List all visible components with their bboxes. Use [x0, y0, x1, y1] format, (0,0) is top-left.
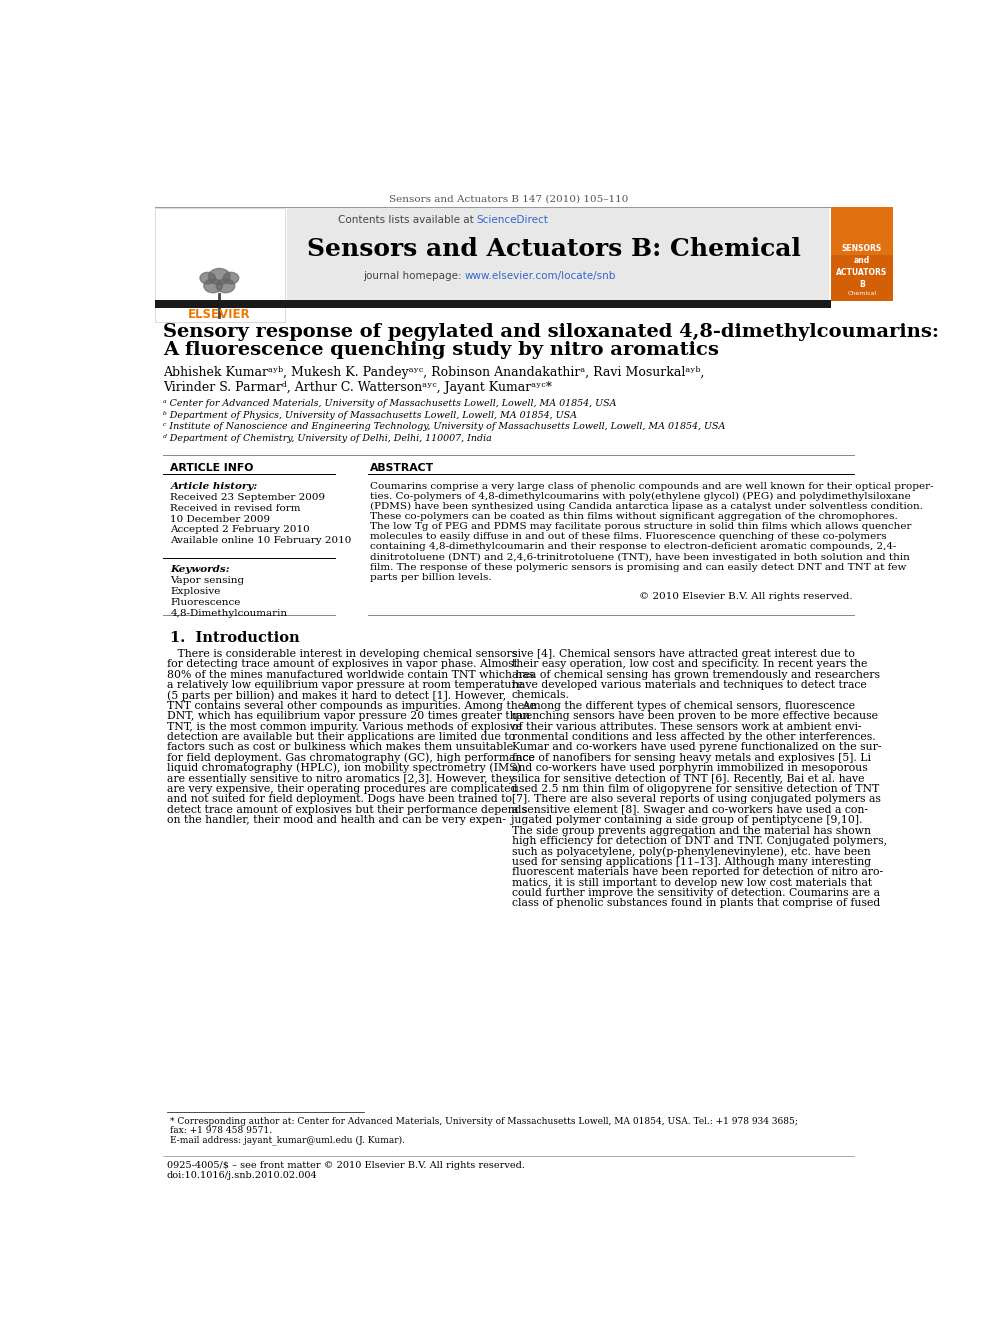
Text: 10 December 2009: 10 December 2009: [171, 515, 271, 524]
Text: A fluorescence quenching study by nitro aromatics: A fluorescence quenching study by nitro …: [163, 341, 718, 359]
Text: ᵈ Department of Chemistry, University of Delhi, Delhi, 110007, India: ᵈ Department of Chemistry, University of…: [163, 434, 491, 443]
Text: such as polyacetylene, poly(p-phenylenevinylene), etc. have been: such as polyacetylene, poly(p-phenylenev…: [512, 847, 870, 857]
Text: Sensors and Actuators B 147 (2010) 105–110: Sensors and Actuators B 147 (2010) 105–1…: [389, 194, 628, 204]
Text: Chemical: Chemical: [847, 291, 876, 296]
Ellipse shape: [216, 279, 235, 292]
Text: and not suited for field deployment. Dogs have been trained to: and not suited for field deployment. Dog…: [167, 794, 512, 804]
Text: detect trace amount of explosives but their performance depends: detect trace amount of explosives but th…: [167, 804, 527, 815]
Text: a sensitive element [8]. Swager and co-workers have used a con-: a sensitive element [8]. Swager and co-w…: [512, 804, 867, 815]
Text: containing 4,8-dimethylcoumarin and their response to electron-deficient aromati: containing 4,8-dimethylcoumarin and thei…: [370, 542, 897, 552]
Text: face of nanofibers for sensing heavy metals and explosives [5]. Li: face of nanofibers for sensing heavy met…: [512, 753, 871, 763]
Text: ScienceDirect: ScienceDirect: [476, 214, 549, 225]
Text: jugated polymer containing a side group of pentiptycene [9,10].: jugated polymer containing a side group …: [512, 815, 863, 826]
Text: (5 parts per billion) and makes it hard to detect [1]. However,: (5 parts per billion) and makes it hard …: [167, 691, 506, 701]
Text: a relatively low equilibrium vapor pressure at room temperature: a relatively low equilibrium vapor press…: [167, 680, 523, 691]
Text: their easy operation, low cost and specificity. In recent years the: their easy operation, low cost and speci…: [512, 659, 867, 669]
Text: TNT, is the most common impurity. Various methods of explosive: TNT, is the most common impurity. Variou…: [167, 721, 522, 732]
Text: Accepted 2 February 2010: Accepted 2 February 2010: [171, 525, 310, 534]
Bar: [831, 255, 893, 302]
Bar: [155, 208, 286, 321]
Ellipse shape: [200, 273, 215, 284]
Text: chemicals.: chemicals.: [512, 691, 569, 700]
Text: are very expensive, their operating procedures are complicated: are very expensive, their operating proc…: [167, 785, 517, 794]
Text: factors such as cost or bulkiness which makes them unsuitable: factors such as cost or bulkiness which …: [167, 742, 513, 753]
Text: ᵇ Department of Physics, University of Massachusetts Lowell, Lowell, MA 01854, U: ᵇ Department of Physics, University of M…: [163, 410, 576, 419]
Text: used for sensing applications [11–13]. Although many interesting: used for sensing applications [11–13]. A…: [512, 857, 871, 867]
Text: Among the different types of chemical sensors, fluorescence: Among the different types of chemical se…: [512, 701, 854, 710]
Text: 1.  Introduction: 1. Introduction: [171, 631, 301, 644]
Text: Vapor sensing: Vapor sensing: [171, 577, 245, 585]
Text: Article history:: Article history:: [171, 482, 258, 491]
Ellipse shape: [203, 279, 222, 292]
Text: 0925-4005/$ – see front matter © 2010 Elsevier B.V. All rights reserved.: 0925-4005/$ – see front matter © 2010 El…: [167, 1162, 525, 1171]
Text: ᵃ Center for Advanced Materials, University of Massachusetts Lowell, Lowell, MA : ᵃ Center for Advanced Materials, Univers…: [163, 400, 616, 407]
Text: detection are available but their applications are limited due to: detection are available but their applic…: [167, 732, 515, 742]
Text: These co-polymers can be coated as thin films without significant aggregation of: These co-polymers can be coated as thin …: [370, 512, 898, 521]
Text: www.elsevier.com/locate/snb: www.elsevier.com/locate/snb: [465, 271, 616, 280]
Text: area of chemical sensing has grown tremendously and researchers: area of chemical sensing has grown treme…: [512, 669, 880, 680]
Text: (PDMS) have been synthesized using Candida antarctica lipase as a catalyst under: (PDMS) have been synthesized using Candi…: [370, 501, 924, 511]
Text: Received 23 September 2009: Received 23 September 2009: [171, 493, 325, 501]
Text: Abhishek Kumarᵃʸᵇ, Mukesh K. Pandeyᵃʸᶜ, Robinson Anandakathirᵃ, Ravi Mosurkalᵃʸᵇ: Abhishek Kumarᵃʸᵇ, Mukesh K. Pandeyᵃʸᶜ, …: [163, 366, 704, 380]
Text: ties. Co-polymers of 4,8-dimethylcoumarins with poly(ethylene glycol) (PEG) and : ties. Co-polymers of 4,8-dimethylcoumari…: [370, 492, 912, 500]
Text: quenching sensors have been proven to be more effective because: quenching sensors have been proven to be…: [512, 712, 878, 721]
Text: ronmental conditions and less affected by the other interferences.: ronmental conditions and less affected b…: [512, 732, 875, 742]
Text: are essentially sensitive to nitro aromatics [2,3]. However, they: are essentially sensitive to nitro aroma…: [167, 774, 515, 783]
Text: SENSORS
and
ACTUATORS
B: SENSORS and ACTUATORS B: [836, 245, 888, 288]
Text: Explosive: Explosive: [171, 587, 221, 595]
Text: used 2.5 nm thin film of oligopyrene for sensitive detection of TNT: used 2.5 nm thin film of oligopyrene for…: [512, 785, 879, 794]
Text: liquid chromatography (HPLC), ion mobility spectrometry (IMS): liquid chromatography (HPLC), ion mobili…: [167, 763, 521, 774]
Text: for field deployment. Gas chromatography (GC), high performance: for field deployment. Gas chromatography…: [167, 753, 535, 763]
Text: DNT, which has equilibrium vapor pressure 20 times greater than: DNT, which has equilibrium vapor pressur…: [167, 712, 530, 721]
Text: Sensors and Actuators B: Chemical: Sensors and Actuators B: Chemical: [308, 237, 802, 261]
Text: The low Tg of PEG and PDMS may facilitate porous structure in solid thin films w: The low Tg of PEG and PDMS may facilitat…: [370, 523, 912, 531]
Text: * Corresponding author at: Center for Advanced Materials, University of Massachu: * Corresponding author at: Center for Ad…: [171, 1117, 799, 1126]
Text: fax: +1 978 458 9571.: fax: +1 978 458 9571.: [171, 1126, 273, 1135]
Text: class of phenolic substances found in plants that comprise of fused: class of phenolic substances found in pl…: [512, 898, 880, 909]
Text: The side group prevents aggregation and the material has shown: The side group prevents aggregation and …: [512, 826, 871, 836]
Bar: [287, 208, 829, 302]
Text: Kumar and co-workers have used pyrene functionalized on the sur-: Kumar and co-workers have used pyrene fu…: [512, 742, 881, 753]
Text: for detecting trace amount of explosives in vapor phase. Almost: for detecting trace amount of explosives…: [167, 659, 518, 669]
Bar: [831, 208, 893, 302]
Text: ᶜ Institute of Nanoscience and Engineering Technology, University of Massachuset: ᶜ Institute of Nanoscience and Engineeri…: [163, 422, 725, 431]
Text: on the handler, their mood and health and can be very expen-: on the handler, their mood and health an…: [167, 815, 506, 826]
Text: fluorescent materials have been reported for detection of nitro aro-: fluorescent materials have been reported…: [512, 867, 883, 877]
Text: parts per billion levels.: parts per billion levels.: [370, 573, 492, 582]
Text: film. The response of these polymeric sensors is promising and can easily detect: film. The response of these polymeric se…: [370, 562, 907, 572]
Text: [7]. There are also several reports of using conjugated polymers as: [7]. There are also several reports of u…: [512, 794, 880, 804]
Text: doi:10.1016/j.snb.2010.02.004: doi:10.1016/j.snb.2010.02.004: [167, 1171, 317, 1180]
Text: Sensory response of pegylated and siloxanated 4,8-dimethylcoumarins:: Sensory response of pegylated and siloxa…: [163, 323, 938, 341]
Text: Coumarins comprise a very large class of phenolic compounds and are well known f: Coumarins comprise a very large class of…: [370, 482, 934, 491]
Text: could further improve the sensitivity of detection. Coumarins are a: could further improve the sensitivity of…: [512, 888, 880, 898]
Text: Keywords:: Keywords:: [171, 565, 230, 574]
Text: There is considerable interest in developing chemical sensors: There is considerable interest in develo…: [167, 648, 517, 659]
Text: sive [4]. Chemical sensors have attracted great interest due to: sive [4]. Chemical sensors have attracte…: [512, 648, 854, 659]
Text: Available online 10 February 2010: Available online 10 February 2010: [171, 536, 352, 545]
Text: Virinder S. Parmarᵈ, Arthur C. Wattersonᵃʸᶜ, Jayant Kumarᵃʸᶜ*: Virinder S. Parmarᵈ, Arthur C. Watterson…: [163, 381, 552, 394]
Text: molecules to easily diffuse in and out of these films. Fluorescence quenching of: molecules to easily diffuse in and out o…: [370, 532, 887, 541]
Text: © 2010 Elsevier B.V. All rights reserved.: © 2010 Elsevier B.V. All rights reserved…: [639, 591, 852, 601]
Text: E-mail address: jayant_kumar@uml.edu (J. Kumar).: E-mail address: jayant_kumar@uml.edu (J.…: [171, 1135, 406, 1144]
Text: journal homepage:: journal homepage:: [363, 271, 465, 280]
Text: high efficiency for detection of DNT and TNT. Conjugated polymers,: high efficiency for detection of DNT and…: [512, 836, 887, 845]
Text: 80% of the mines manufactured worldwide contain TNT which has: 80% of the mines manufactured worldwide …: [167, 669, 534, 680]
Ellipse shape: [208, 269, 230, 284]
Text: Fluorescence: Fluorescence: [171, 598, 241, 607]
Bar: [155, 300, 831, 308]
Text: ELSEVIER: ELSEVIER: [188, 308, 251, 320]
Text: ABSTRACT: ABSTRACT: [370, 463, 434, 472]
Text: Received in revised form: Received in revised form: [171, 504, 301, 513]
Text: silica for sensitive detection of TNT [6]. Recently, Bai et al. have: silica for sensitive detection of TNT [6…: [512, 774, 864, 783]
Text: 4,8-Dimethylcoumarin: 4,8-Dimethylcoumarin: [171, 609, 288, 618]
Text: dinitrotoluene (DNT) and 2,4,6-trinitrotoluene (TNT), have been investigated in : dinitrotoluene (DNT) and 2,4,6-trinitrot…: [370, 553, 911, 562]
Text: TNT contains several other compounds as impurities. Among these: TNT contains several other compounds as …: [167, 701, 536, 710]
Text: and co-workers have used porphyrin immobilized in mesoporous: and co-workers have used porphyrin immob…: [512, 763, 867, 773]
Text: ARTICLE INFO: ARTICLE INFO: [171, 463, 254, 472]
Text: of their various attributes. These sensors work at ambient envi-: of their various attributes. These senso…: [512, 721, 861, 732]
Ellipse shape: [223, 273, 239, 284]
Text: matics, it is still important to develop new low cost materials that: matics, it is still important to develop…: [512, 877, 872, 888]
Text: Contents lists available at: Contents lists available at: [337, 214, 476, 225]
Text: have developed various materials and techniques to detect trace: have developed various materials and tec…: [512, 680, 866, 691]
